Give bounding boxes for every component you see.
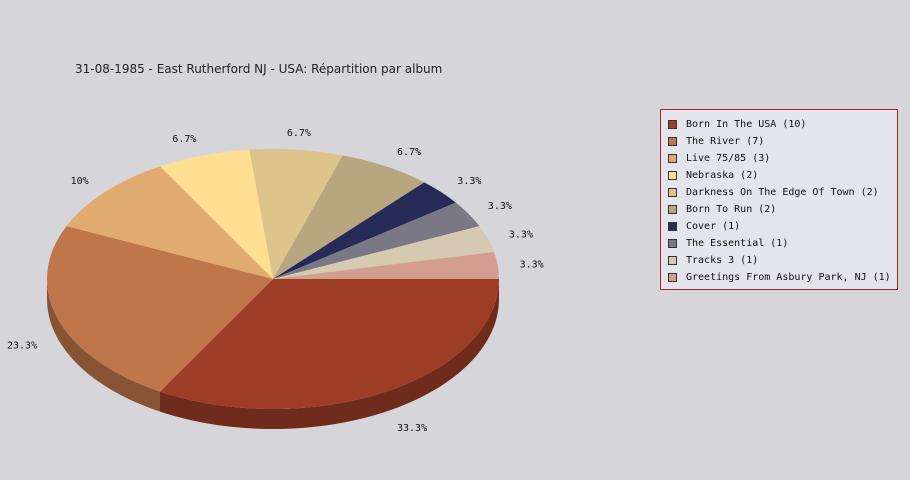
legend-swatch — [668, 154, 677, 163]
legend-item-8: Tracks 3 (1) — [668, 252, 897, 269]
legend-label: Darkness On The Edge Of Town (2) — [686, 187, 879, 198]
pie-slice-0 — [160, 279, 499, 409]
legend-item-9: Greetings From Asbury Park, NJ (1) — [668, 269, 897, 286]
pie-pct-label-4: 6.7% — [287, 128, 311, 139]
legend-swatch — [668, 239, 677, 248]
legend-item-1: The River (7) — [668, 133, 897, 150]
pie-pct-label-7: 3.3% — [488, 201, 512, 212]
legend-item-4: Darkness On The Edge Of Town (2) — [668, 184, 897, 201]
legend-label: Tracks 3 (1) — [686, 255, 759, 266]
pie-slice-8 — [273, 226, 495, 279]
legend-item-2: Live 75/85 (3) — [668, 150, 897, 167]
legend-item-7: The Essential (1) — [668, 235, 897, 252]
legend-item-5: Born To Run (2) — [668, 201, 897, 218]
legend-label: Greetings From Asbury Park, NJ (1) — [686, 272, 891, 283]
pie-slice-2 — [66, 166, 273, 279]
pie-slice-7 — [273, 202, 480, 279]
pie-slice-side-1 — [47, 279, 160, 412]
legend-label: Live 75/85 (3) — [686, 153, 771, 164]
legend-swatch — [668, 273, 677, 282]
pie-pct-label-5: 6.7% — [397, 147, 421, 158]
pie-pct-label-0: 33.3% — [397, 423, 427, 434]
legend-item-3: Nebraska (2) — [668, 167, 897, 184]
legend-swatch — [668, 256, 677, 265]
pie-pct-label-8: 3.3% — [509, 229, 533, 240]
pie-slice-6 — [273, 182, 456, 279]
pie-pct-label-1: 23.3% — [7, 341, 37, 352]
legend-swatch — [668, 137, 677, 146]
chart-legend: Born In The USA (10) The River (7) Live 75… — [660, 109, 898, 290]
pie-slice-side-0 — [160, 279, 499, 430]
legend-label: The River (7) — [686, 136, 765, 147]
pie-pct-label-3: 6.7% — [172, 134, 196, 145]
pie-slice-3 — [160, 149, 273, 279]
legend-label: The Essential (1) — [686, 238, 789, 249]
legend-item-6: Cover (1) — [668, 218, 897, 235]
pie-slice-5 — [273, 155, 425, 279]
legend-label: Born To Run (2) — [686, 204, 777, 215]
legend-swatch — [668, 120, 677, 129]
pie-slice-9 — [273, 251, 499, 279]
pie-pct-label-2: 10% — [71, 176, 89, 187]
legend-label: Cover (1) — [686, 221, 741, 232]
legend-label: Nebraska (2) — [686, 170, 759, 181]
legend-item-0: Born In The USA (10) — [668, 116, 897, 133]
legend-swatch — [668, 205, 677, 214]
legend-label: Born In The USA (10) — [686, 119, 807, 130]
legend-swatch — [668, 171, 677, 180]
pie-pct-label-9: 3.3% — [520, 260, 544, 271]
legend-swatch — [668, 188, 677, 197]
pie-slice-1 — [46, 226, 273, 392]
chart-title: 31-08-1985 - East Rutherford NJ - USA: R… — [75, 62, 443, 76]
legend-swatch — [668, 222, 677, 231]
pie-slice-4 — [249, 149, 343, 279]
pie-pct-label-6: 3.3% — [457, 176, 481, 187]
